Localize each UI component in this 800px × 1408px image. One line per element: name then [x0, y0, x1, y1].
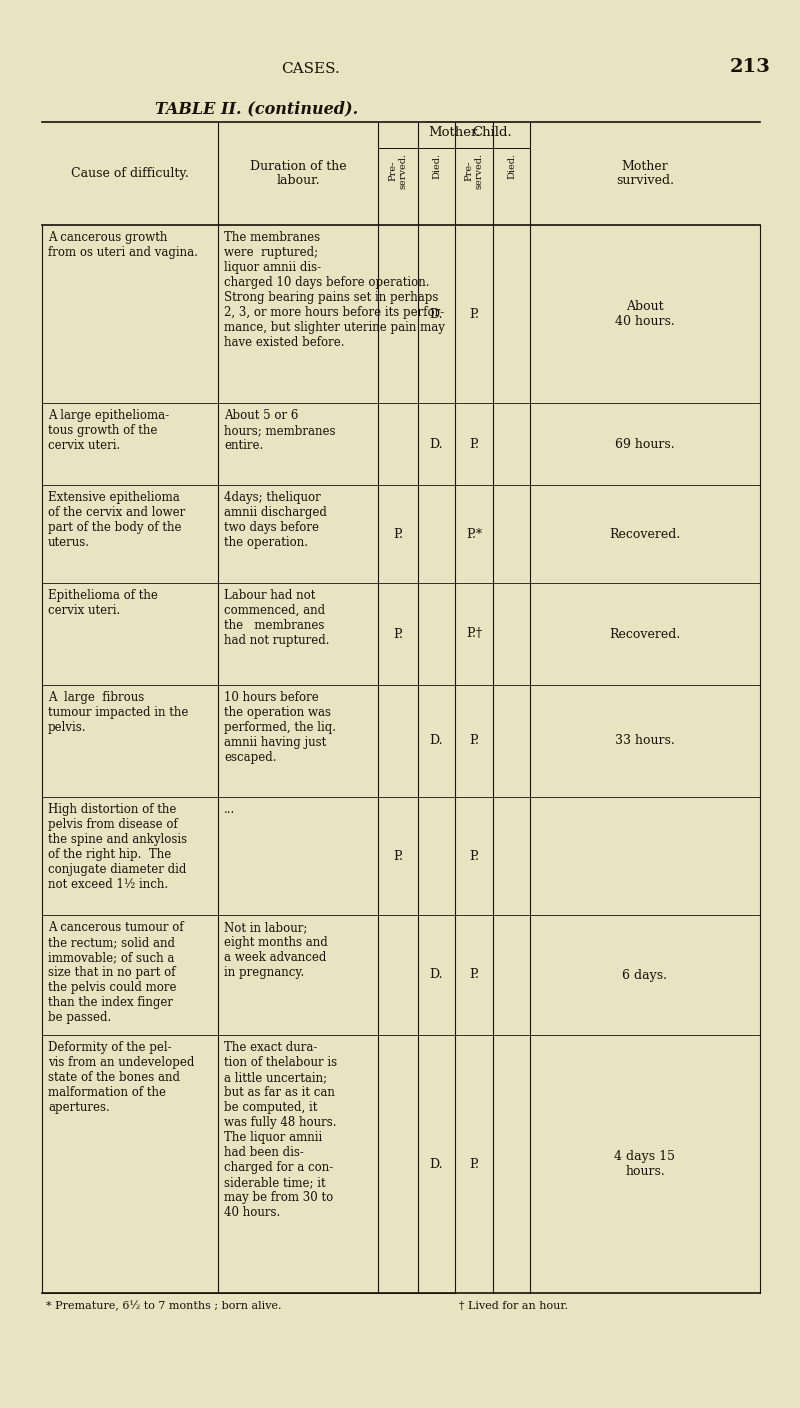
Text: Labour had not
commenced, and
the   membranes
had not ruptured.: Labour had not commenced, and the membra…	[224, 589, 330, 648]
Text: Died.: Died.	[507, 153, 516, 179]
Text: About
40 hours.: About 40 hours.	[615, 300, 675, 328]
Text: † Lived for an hour.: † Lived for an hour.	[459, 1301, 568, 1311]
Text: Extensive epithelioma
of the cervix and lower
part of the body of the
uterus.: Extensive epithelioma of the cervix and …	[48, 491, 186, 549]
Text: ...: ...	[224, 803, 235, 817]
Text: Pre-
served.: Pre- served.	[388, 153, 408, 189]
Text: A  large  fibrous
tumour impacted in the
pelvis.: A large fibrous tumour impacted in the p…	[48, 691, 188, 734]
Text: D.: D.	[430, 307, 443, 321]
Text: Child.: Child.	[473, 125, 512, 139]
Text: P.: P.	[469, 969, 479, 981]
Text: About 5 or 6
hours; membranes
entire.: About 5 or 6 hours; membranes entire.	[224, 408, 335, 452]
Text: Epithelioma of the
cervix uteri.: Epithelioma of the cervix uteri.	[48, 589, 158, 617]
Text: 4days; theliquor
amnii discharged
two days before
the operation.: 4days; theliquor amnii discharged two da…	[224, 491, 327, 549]
Text: D.: D.	[430, 969, 443, 981]
Text: Not in labour;
eight months and
a week advanced
in pregnancy.: Not in labour; eight months and a week a…	[224, 921, 328, 979]
Text: P.: P.	[393, 528, 403, 541]
Text: Recovered.: Recovered.	[610, 628, 681, 641]
Text: 4 days 15
hours.: 4 days 15 hours.	[614, 1150, 675, 1178]
Text: P.: P.	[469, 307, 479, 321]
Text: P.†: P.†	[466, 628, 482, 641]
Text: D.: D.	[430, 1157, 443, 1170]
Text: P.: P.	[393, 849, 403, 863]
Text: P.: P.	[469, 735, 479, 748]
Text: 6 days.: 6 days.	[622, 969, 667, 981]
Text: 213: 213	[730, 58, 770, 76]
Text: * Premature, 6½ to 7 months ; born alive.: * Premature, 6½ to 7 months ; born alive…	[46, 1301, 282, 1311]
Text: 69 hours.: 69 hours.	[615, 438, 675, 451]
Text: The membranes
were  ruptured;
liquor amnii dis-
charged 10 days before operation: The membranes were ruptured; liquor amni…	[224, 231, 445, 349]
Text: P.*: P.*	[466, 528, 482, 541]
Text: P.: P.	[469, 1157, 479, 1170]
Text: A cancerous tumour of
the rectum; solid and
immovable; of such a
size that in no: A cancerous tumour of the rectum; solid …	[48, 921, 184, 1024]
Text: Recovered.: Recovered.	[610, 528, 681, 541]
Text: D.: D.	[430, 438, 443, 451]
Text: High distortion of the
pelvis from disease of
the spine and ankylosis
of the rig: High distortion of the pelvis from disea…	[48, 803, 187, 891]
Text: D.: D.	[430, 735, 443, 748]
Text: P.: P.	[469, 438, 479, 451]
Text: P.: P.	[469, 849, 479, 863]
Text: The exact dura-
tion of thelabour is
a little uncertain;
but as far as it can
be: The exact dura- tion of thelabour is a l…	[224, 1041, 337, 1219]
Text: Pre-
served.: Pre- served.	[464, 153, 484, 189]
Text: TABLE II. (continued).: TABLE II. (continued).	[155, 100, 358, 117]
Text: Died.: Died.	[432, 153, 441, 179]
Text: Deformity of the pel-
vis from an undeveloped
state of the bones and
malformatio: Deformity of the pel- vis from an undeve…	[48, 1041, 194, 1114]
Text: P.: P.	[393, 628, 403, 641]
Text: CASES.: CASES.	[281, 62, 339, 76]
Text: A cancerous growth
from os uteri and vagina.: A cancerous growth from os uteri and vag…	[48, 231, 198, 259]
Text: 10 hours before
the operation was
performed, the liq.
amnii having just
escaped.: 10 hours before the operation was perfor…	[224, 691, 336, 765]
Text: 33 hours.: 33 hours.	[615, 735, 675, 748]
Text: A large epithelioma-
tous growth of the
cervix uteri.: A large epithelioma- tous growth of the …	[48, 408, 169, 452]
Text: Duration of the
labour.: Duration of the labour.	[250, 159, 346, 187]
Text: Mother
survived.: Mother survived.	[616, 159, 674, 187]
Text: Mother.: Mother.	[428, 125, 480, 139]
Text: Cause of difficulty.: Cause of difficulty.	[71, 168, 189, 180]
